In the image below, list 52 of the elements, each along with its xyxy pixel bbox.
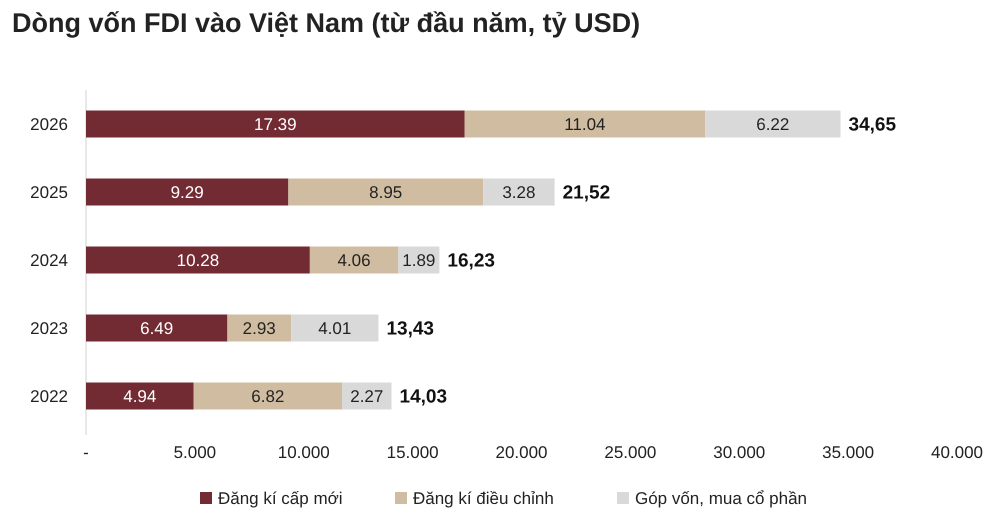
bar	[227, 314, 292, 342]
y-tick-label: 2024	[30, 250, 68, 270]
x-tick-label: 10.000	[278, 443, 330, 462]
y-tick-label: 2022	[30, 386, 68, 406]
legend-label: Đăng kí điều chỉnh	[413, 488, 554, 508]
data-label: 17.39	[254, 114, 297, 134]
x-tick-label: 30.000	[713, 443, 766, 462]
total-label: 21,52	[562, 182, 610, 204]
bar	[194, 382, 342, 410]
bar	[86, 382, 194, 410]
chart-title: Dòng vốn FDI vào Việt Nam (từ đầu năm, tỷ USD)	[12, 8, 640, 38]
bar	[86, 314, 228, 342]
data-label: 10.28	[176, 250, 220, 270]
x-tick-label: 15.000	[386, 443, 439, 462]
total-label: 16,23	[447, 250, 495, 272]
data-label: 2.27	[350, 386, 384, 406]
data-label: 9.29	[170, 182, 204, 202]
total-label: 34,65	[848, 114, 896, 136]
data-label: 2.93	[242, 318, 276, 338]
x-tick-label: 25.000	[604, 443, 656, 462]
bar	[86, 178, 288, 206]
data-label: 4.94	[123, 386, 156, 406]
data-label: 1.89	[402, 250, 436, 270]
total-label: 13,43	[386, 318, 434, 340]
bar	[342, 382, 392, 410]
bar	[310, 246, 398, 274]
data-label: 6.22	[756, 114, 790, 134]
data-label: 3.28	[502, 182, 536, 202]
data-label: 6.49	[140, 318, 174, 338]
bar	[483, 178, 555, 206]
bar	[86, 246, 310, 274]
x-tick-label: -	[83, 443, 89, 462]
bar	[705, 110, 841, 138]
data-label: 11.04	[564, 114, 606, 134]
data-label: 4.01	[318, 318, 352, 338]
x-tick-label: 35.000	[822, 443, 874, 462]
y-tick-label: 2026	[30, 114, 68, 134]
legend-label: Góp vốn, mua cổ phần	[635, 488, 808, 508]
x-tick-label: 5.000	[174, 443, 216, 462]
y-tick-label: 2025	[30, 182, 68, 202]
bar	[464, 110, 706, 138]
y-tick-label: 2023	[30, 318, 68, 338]
bar	[291, 314, 378, 342]
legend-label: Đăng kí cấp mới	[218, 488, 343, 508]
bar	[288, 178, 484, 206]
bar	[86, 110, 465, 138]
data-label: 6.82	[251, 386, 284, 406]
total-label: 14,03	[400, 386, 448, 408]
x-tick-label: 20.000	[496, 443, 548, 462]
x-tick-label: 40.000	[931, 443, 983, 462]
data-label: 4.06	[338, 250, 371, 270]
data-label: 8.95	[369, 182, 402, 202]
